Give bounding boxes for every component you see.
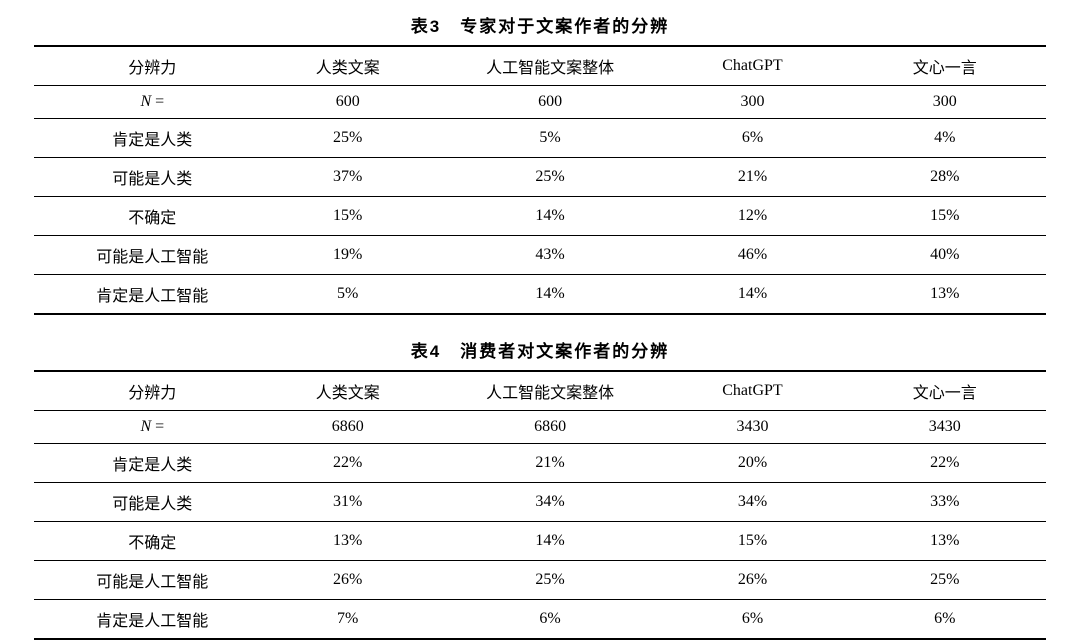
column-header: 文心一言	[844, 371, 1046, 411]
table-row: 可能是人工智能26%25%26%25%	[34, 561, 1046, 600]
cell-value: 43%	[439, 236, 662, 275]
column-header: 人工智能文案整体	[439, 371, 662, 411]
cell-value: 25%	[439, 561, 662, 600]
data-table: 分辨力人类文案人工智能文案整体ChatGPT文心一言N =60060030030…	[34, 45, 1046, 315]
table-header-row: 分辨力人类文案人工智能文案整体ChatGPT文心一言	[34, 371, 1046, 411]
cell-value: 6%	[661, 600, 843, 640]
cell-value: 5%	[257, 275, 439, 315]
cell-value: 6%	[661, 119, 843, 158]
table-row: 可能是人类37%25%21%28%	[34, 158, 1046, 197]
cell-value: 46%	[661, 236, 843, 275]
row-label: 肯定是人类	[34, 119, 257, 158]
table-row: 可能是人工智能19%43%46%40%	[34, 236, 1046, 275]
cell-value: 40%	[844, 236, 1046, 275]
row-label: 肯定是人工智能	[34, 600, 257, 640]
cell-value: 26%	[661, 561, 843, 600]
cell-value: 33%	[844, 483, 1046, 522]
cell-value: 15%	[844, 197, 1046, 236]
table-row: 肯定是人类25%5%6%4%	[34, 119, 1046, 158]
column-header: ChatGPT	[661, 46, 843, 86]
cell-value: 14%	[661, 275, 843, 315]
cell-value: 300	[661, 86, 843, 119]
cell-value: 25%	[257, 119, 439, 158]
cell-value: 28%	[844, 158, 1046, 197]
table-header-row: 分辨力人类文案人工智能文案整体ChatGPT文心一言	[34, 46, 1046, 86]
cell-value: 34%	[661, 483, 843, 522]
cell-value: 4%	[844, 119, 1046, 158]
row-label: 肯定是人工智能	[34, 275, 257, 315]
table-caption: 表4 消费者对文案作者的分辨	[34, 337, 1046, 362]
column-header: 分辨力	[34, 371, 257, 411]
table-row: 肯定是人工智能5%14%14%13%	[34, 275, 1046, 315]
cell-value: 5%	[439, 119, 662, 158]
table-caption: 表3 专家对于文案作者的分辨	[34, 12, 1046, 37]
cell-value: 14%	[439, 275, 662, 315]
cell-value: 31%	[257, 483, 439, 522]
cell-value: 13%	[844, 522, 1046, 561]
cell-value: 15%	[257, 197, 439, 236]
cell-value: 6860	[257, 411, 439, 444]
table-block-1: 表4 消费者对文案作者的分辨分辨力人类文案人工智能文案整体ChatGPT文心一言…	[34, 337, 1046, 640]
cell-value: 37%	[257, 158, 439, 197]
column-header: ChatGPT	[661, 371, 843, 411]
cell-value: 6%	[844, 600, 1046, 640]
cell-value: 22%	[257, 444, 439, 483]
column-header: 人类文案	[257, 371, 439, 411]
column-header: 分辨力	[34, 46, 257, 86]
cell-value: 25%	[439, 158, 662, 197]
row-label: 可能是人工智能	[34, 561, 257, 600]
cell-value: 6%	[439, 600, 662, 640]
cell-value: 21%	[439, 444, 662, 483]
cell-value: 22%	[844, 444, 1046, 483]
table-row: 肯定是人类22%21%20%22%	[34, 444, 1046, 483]
row-label: 可能是人工智能	[34, 236, 257, 275]
cell-value: 26%	[257, 561, 439, 600]
cell-value: 600	[257, 86, 439, 119]
row-label: 肯定是人类	[34, 444, 257, 483]
cell-value: 300	[844, 86, 1046, 119]
cell-value: 3430	[844, 411, 1046, 444]
data-table: 分辨力人类文案人工智能文案整体ChatGPT文心一言N =68606860343…	[34, 370, 1046, 640]
tables-container: 表3 专家对于文案作者的分辨分辨力人类文案人工智能文案整体ChatGPT文心一言…	[34, 12, 1046, 640]
cell-value: 21%	[661, 158, 843, 197]
cell-value: 13%	[257, 522, 439, 561]
row-label: N =	[34, 411, 257, 444]
table-row: N =6860686034303430	[34, 411, 1046, 444]
cell-value: 3430	[661, 411, 843, 444]
table-row: 肯定是人工智能7%6%6%6%	[34, 600, 1046, 640]
row-label: 可能是人类	[34, 158, 257, 197]
cell-value: 34%	[439, 483, 662, 522]
column-header: 人工智能文案整体	[439, 46, 662, 86]
table-block-0: 表3 专家对于文案作者的分辨分辨力人类文案人工智能文案整体ChatGPT文心一言…	[34, 12, 1046, 315]
cell-value: 7%	[257, 600, 439, 640]
table-row: 可能是人类31%34%34%33%	[34, 483, 1046, 522]
cell-value: 14%	[439, 197, 662, 236]
cell-value: 12%	[661, 197, 843, 236]
row-label: 不确定	[34, 522, 257, 561]
table-row: N =600600300300	[34, 86, 1046, 119]
cell-value: 15%	[661, 522, 843, 561]
column-header: 文心一言	[844, 46, 1046, 86]
cell-value: 6860	[439, 411, 662, 444]
cell-value: 13%	[844, 275, 1046, 315]
cell-value: 20%	[661, 444, 843, 483]
cell-value: 25%	[844, 561, 1046, 600]
table-row: 不确定15%14%12%15%	[34, 197, 1046, 236]
column-header: 人类文案	[257, 46, 439, 86]
table-row: 不确定13%14%15%13%	[34, 522, 1046, 561]
cell-value: 600	[439, 86, 662, 119]
row-label: 可能是人类	[34, 483, 257, 522]
cell-value: 14%	[439, 522, 662, 561]
row-label: 不确定	[34, 197, 257, 236]
row-label: N =	[34, 86, 257, 119]
cell-value: 19%	[257, 236, 439, 275]
